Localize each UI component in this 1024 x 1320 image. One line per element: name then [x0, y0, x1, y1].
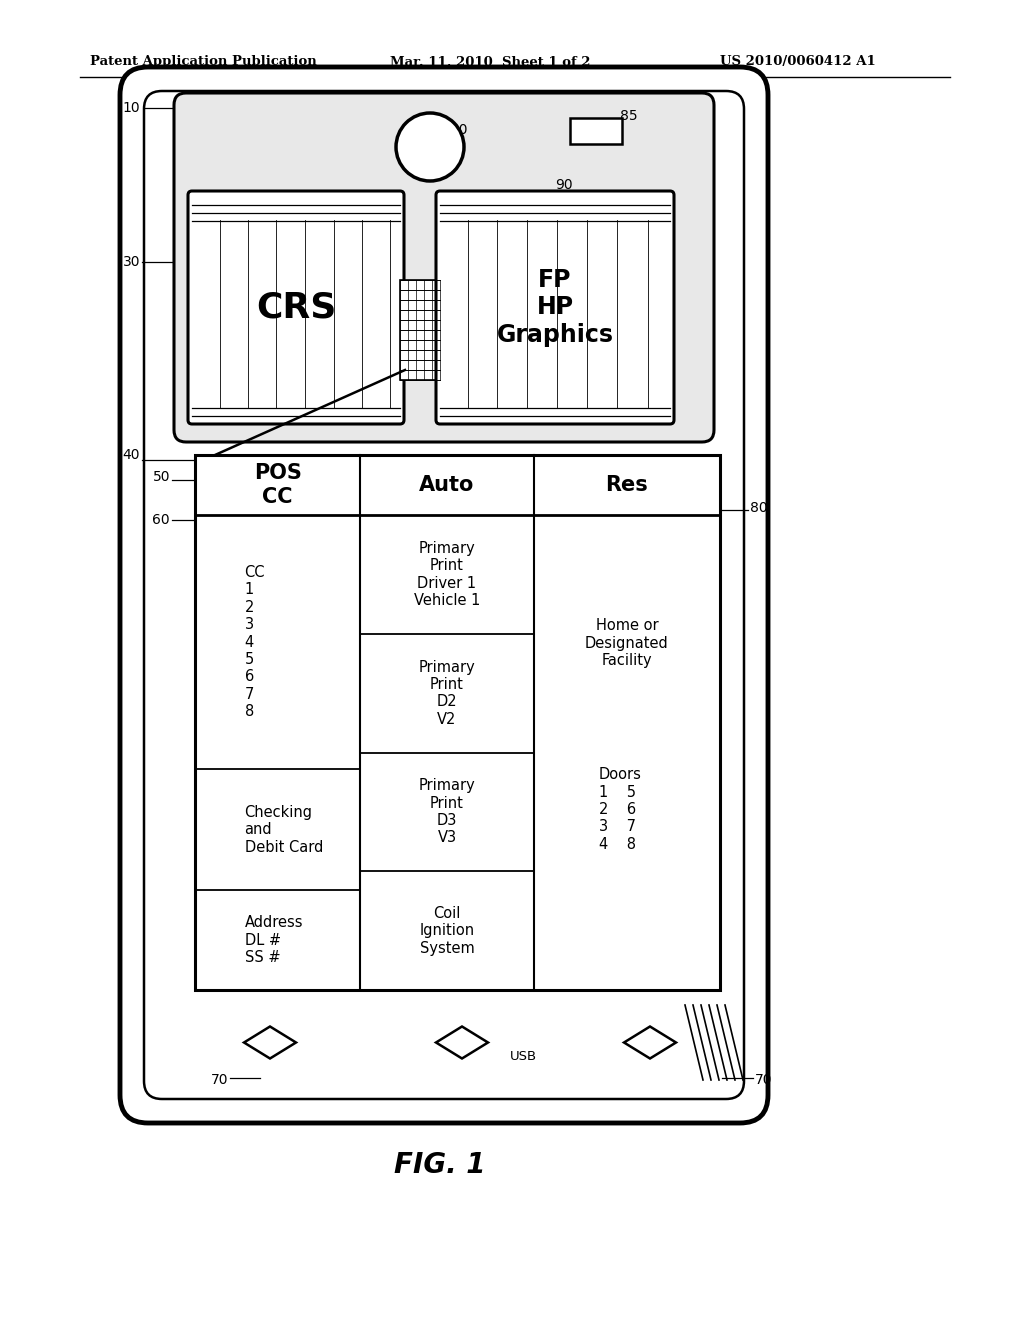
- Polygon shape: [244, 1027, 296, 1059]
- Text: Home or
Designated
Facility: Home or Designated Facility: [585, 618, 669, 668]
- Polygon shape: [624, 1027, 676, 1059]
- Text: Auto: Auto: [419, 475, 475, 495]
- Text: CC
1
2
3
4
5
6
7
8: CC 1 2 3 4 5 6 7 8: [245, 565, 265, 719]
- Text: 85: 85: [620, 110, 638, 123]
- Text: 50: 50: [153, 470, 170, 484]
- Bar: [195, 455, 720, 990]
- FancyBboxPatch shape: [436, 191, 674, 424]
- FancyBboxPatch shape: [174, 92, 714, 442]
- Text: Coil
Ignition
System: Coil Ignition System: [420, 906, 474, 956]
- FancyBboxPatch shape: [120, 67, 768, 1123]
- Bar: [570, 117, 622, 144]
- Text: 70: 70: [211, 1073, 228, 1086]
- Text: 80: 80: [750, 502, 768, 515]
- Text: Patent Application Publication: Patent Application Publication: [90, 55, 316, 69]
- Text: 60: 60: [153, 513, 170, 527]
- Text: 20: 20: [450, 123, 468, 137]
- Bar: [400, 280, 440, 380]
- Text: 70: 70: [755, 1073, 772, 1086]
- Text: Primary
Print
D2
V2: Primary Print D2 V2: [419, 660, 475, 727]
- Polygon shape: [436, 1027, 488, 1059]
- Text: 30: 30: [123, 255, 140, 269]
- Text: US 2010/0060412 A1: US 2010/0060412 A1: [720, 55, 876, 69]
- Text: Doors
1    5
2    6
3    7
4    8: Doors 1 5 2 6 3 7 4 8: [599, 767, 642, 851]
- Text: CRS: CRS: [256, 290, 336, 325]
- Text: 40: 40: [123, 447, 140, 462]
- Text: Primary
Print
Driver 1
Vehicle 1: Primary Print Driver 1 Vehicle 1: [414, 541, 480, 609]
- Text: FP
HP
Graphics: FP HP Graphics: [497, 268, 613, 347]
- Text: FIG. 1: FIG. 1: [394, 1151, 485, 1179]
- Text: Primary
Print
D3
V3: Primary Print D3 V3: [419, 779, 475, 846]
- Text: 10: 10: [123, 102, 140, 115]
- Text: 90: 90: [555, 178, 572, 191]
- FancyBboxPatch shape: [188, 191, 404, 424]
- Text: POS
CC: POS CC: [254, 463, 302, 507]
- Text: Address
DL #
SS #: Address DL # SS #: [245, 915, 303, 965]
- Text: Mar. 11, 2010  Sheet 1 of 2: Mar. 11, 2010 Sheet 1 of 2: [390, 55, 591, 69]
- Text: USB: USB: [510, 1049, 538, 1063]
- Text: Checking
and
Debit Card: Checking and Debit Card: [245, 805, 323, 854]
- Circle shape: [396, 114, 464, 181]
- Text: Res: Res: [605, 475, 648, 495]
